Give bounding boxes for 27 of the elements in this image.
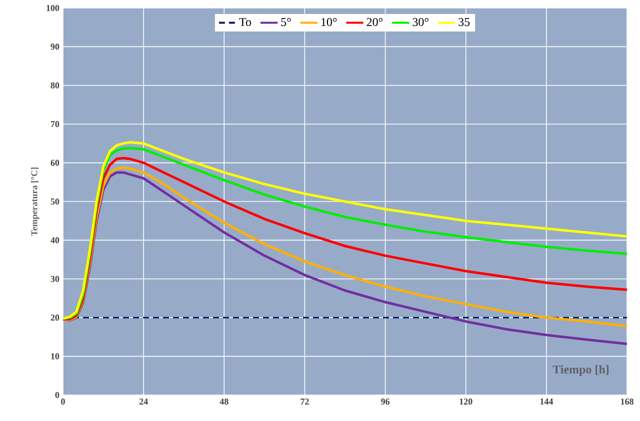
y-axis-title: Temperatura [°C] bbox=[30, 168, 40, 236]
y-tick-label: 10 bbox=[51, 353, 60, 360]
x-tick-label: 72 bbox=[300, 398, 309, 404]
legend-label: To bbox=[239, 18, 252, 26]
x-tick-label: 0 bbox=[61, 398, 65, 405]
legend-label: 35 bbox=[458, 18, 470, 26]
y-tick-label: 90 bbox=[50, 44, 60, 50]
y-tick-label: 20 bbox=[50, 314, 60, 321]
legend-label: 20° bbox=[366, 18, 383, 26]
x-axis-title: Tiempo [h] bbox=[552, 365, 608, 376]
y-tick-label: 40 bbox=[50, 237, 60, 244]
x-tick-label: 120 bbox=[460, 398, 472, 405]
legend-label: 5° bbox=[281, 18, 291, 26]
y-tick-label: 50 bbox=[50, 198, 60, 205]
y-tick-label: 100 bbox=[46, 4, 60, 12]
x-tick-label: 48 bbox=[220, 398, 228, 405]
y-tick-label: 0 bbox=[55, 392, 60, 398]
legend-label: 10° bbox=[322, 18, 337, 26]
x-tick-label: 168 bbox=[620, 398, 634, 405]
y-tick-label: 70 bbox=[50, 121, 60, 128]
x-tick-label: 144 bbox=[540, 398, 554, 404]
legend-label: 30° bbox=[412, 18, 428, 26]
x-tick-label: 96 bbox=[381, 398, 390, 405]
y-tick-label: 80 bbox=[50, 82, 60, 88]
y-tick-label: 60 bbox=[50, 160, 60, 166]
y-tick-label: 30 bbox=[50, 276, 60, 282]
x-tick-label: 24 bbox=[139, 398, 148, 404]
